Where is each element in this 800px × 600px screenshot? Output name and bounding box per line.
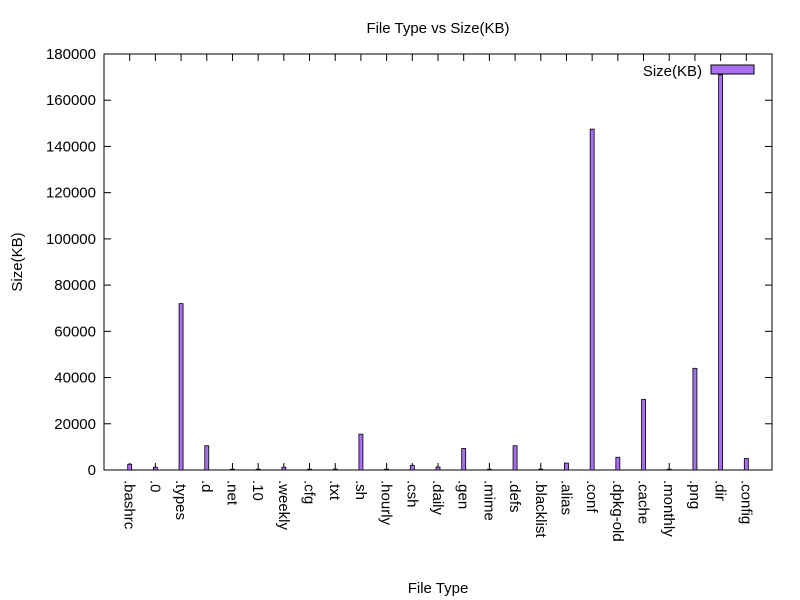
plot-frame bbox=[103, 53, 773, 471]
bar bbox=[255, 468, 261, 471]
bar bbox=[127, 463, 133, 471]
bar bbox=[204, 445, 210, 471]
bar bbox=[692, 367, 698, 471]
bar bbox=[230, 468, 235, 471]
bar bbox=[718, 74, 724, 471]
x-tick-label: .gen bbox=[455, 480, 472, 509]
y-tick-label: 80000 bbox=[54, 277, 96, 294]
x-tick-label: .10 bbox=[249, 480, 266, 501]
bar bbox=[641, 399, 646, 471]
bar bbox=[538, 468, 544, 471]
x-tick-label: .daily bbox=[429, 480, 446, 516]
legend-swatch bbox=[710, 64, 755, 75]
x-tick-label: .cfg bbox=[301, 480, 318, 504]
bar bbox=[332, 468, 338, 471]
bar bbox=[409, 464, 415, 471]
x-axis: .bashrc .0 .types .d .net .10 .weekly .cfg .txt.… bbox=[121, 54, 754, 542]
y-tick-label: 180000 bbox=[46, 46, 96, 63]
bar bbox=[152, 466, 158, 471]
x-tick-label: .blacklist bbox=[532, 480, 549, 538]
x-tick-label: .sh bbox=[352, 480, 369, 500]
y-tick-label: 40000 bbox=[54, 370, 96, 387]
bar bbox=[384, 468, 390, 471]
x-tick-label: .alias bbox=[557, 480, 574, 515]
x-tick-label: .png bbox=[686, 480, 703, 509]
x-tick-label: .monthly bbox=[660, 480, 677, 537]
y-tick-label: 140000 bbox=[46, 138, 96, 155]
y-tick-label: 100000 bbox=[46, 231, 96, 248]
x-tick-label: .types bbox=[172, 480, 189, 520]
chart-title: File Type vs Size(KB) bbox=[366, 20, 509, 37]
bar bbox=[589, 128, 595, 471]
x-tick-label: .0 bbox=[146, 480, 163, 493]
bar bbox=[666, 468, 672, 471]
y-axis-label: Size(KB) bbox=[9, 232, 26, 291]
bar bbox=[512, 445, 518, 471]
y-tick-label: 20000 bbox=[54, 416, 96, 433]
x-tick-label: .d bbox=[198, 480, 215, 493]
legend: Size(KB) bbox=[643, 63, 755, 80]
bar bbox=[564, 462, 569, 471]
x-tick-label: .config bbox=[737, 480, 754, 524]
x-tick-label: .conf bbox=[583, 480, 600, 513]
x-tick-label: .hourly bbox=[378, 480, 395, 526]
bar bbox=[486, 468, 492, 471]
x-tick-label: .defs bbox=[506, 480, 523, 513]
x-tick-label: .txt bbox=[326, 480, 343, 501]
x-tick-label: .bashrc bbox=[121, 480, 138, 530]
x-tick-label: .csh bbox=[403, 480, 420, 508]
bar bbox=[281, 466, 287, 471]
x-axis-label: File Type bbox=[408, 580, 469, 597]
bar-series bbox=[127, 74, 749, 471]
bar bbox=[307, 468, 312, 471]
x-tick-label: .weekly bbox=[275, 480, 292, 531]
bar bbox=[461, 448, 467, 471]
x-tick-label: .mime bbox=[480, 480, 497, 521]
bar bbox=[435, 466, 441, 471]
bar bbox=[358, 433, 364, 471]
x-tick-label: .dir bbox=[712, 480, 729, 501]
bar bbox=[178, 303, 184, 471]
x-tick-label: .net bbox=[223, 480, 240, 506]
y-axis: 0 20000 40000 60000 80000 100000 120000 140000 1… bbox=[46, 46, 772, 479]
bar bbox=[743, 458, 749, 471]
y-tick-label: 160000 bbox=[46, 92, 96, 109]
y-tick-label: 60000 bbox=[54, 323, 96, 340]
y-tick-label: 120000 bbox=[46, 185, 96, 202]
y-tick-label: 0 bbox=[88, 462, 96, 479]
legend-label: Size(KB) bbox=[643, 63, 702, 80]
x-tick-label: .cache bbox=[635, 480, 652, 524]
x-tick-label: .dpkg-old bbox=[609, 480, 626, 542]
bar bbox=[615, 456, 621, 471]
